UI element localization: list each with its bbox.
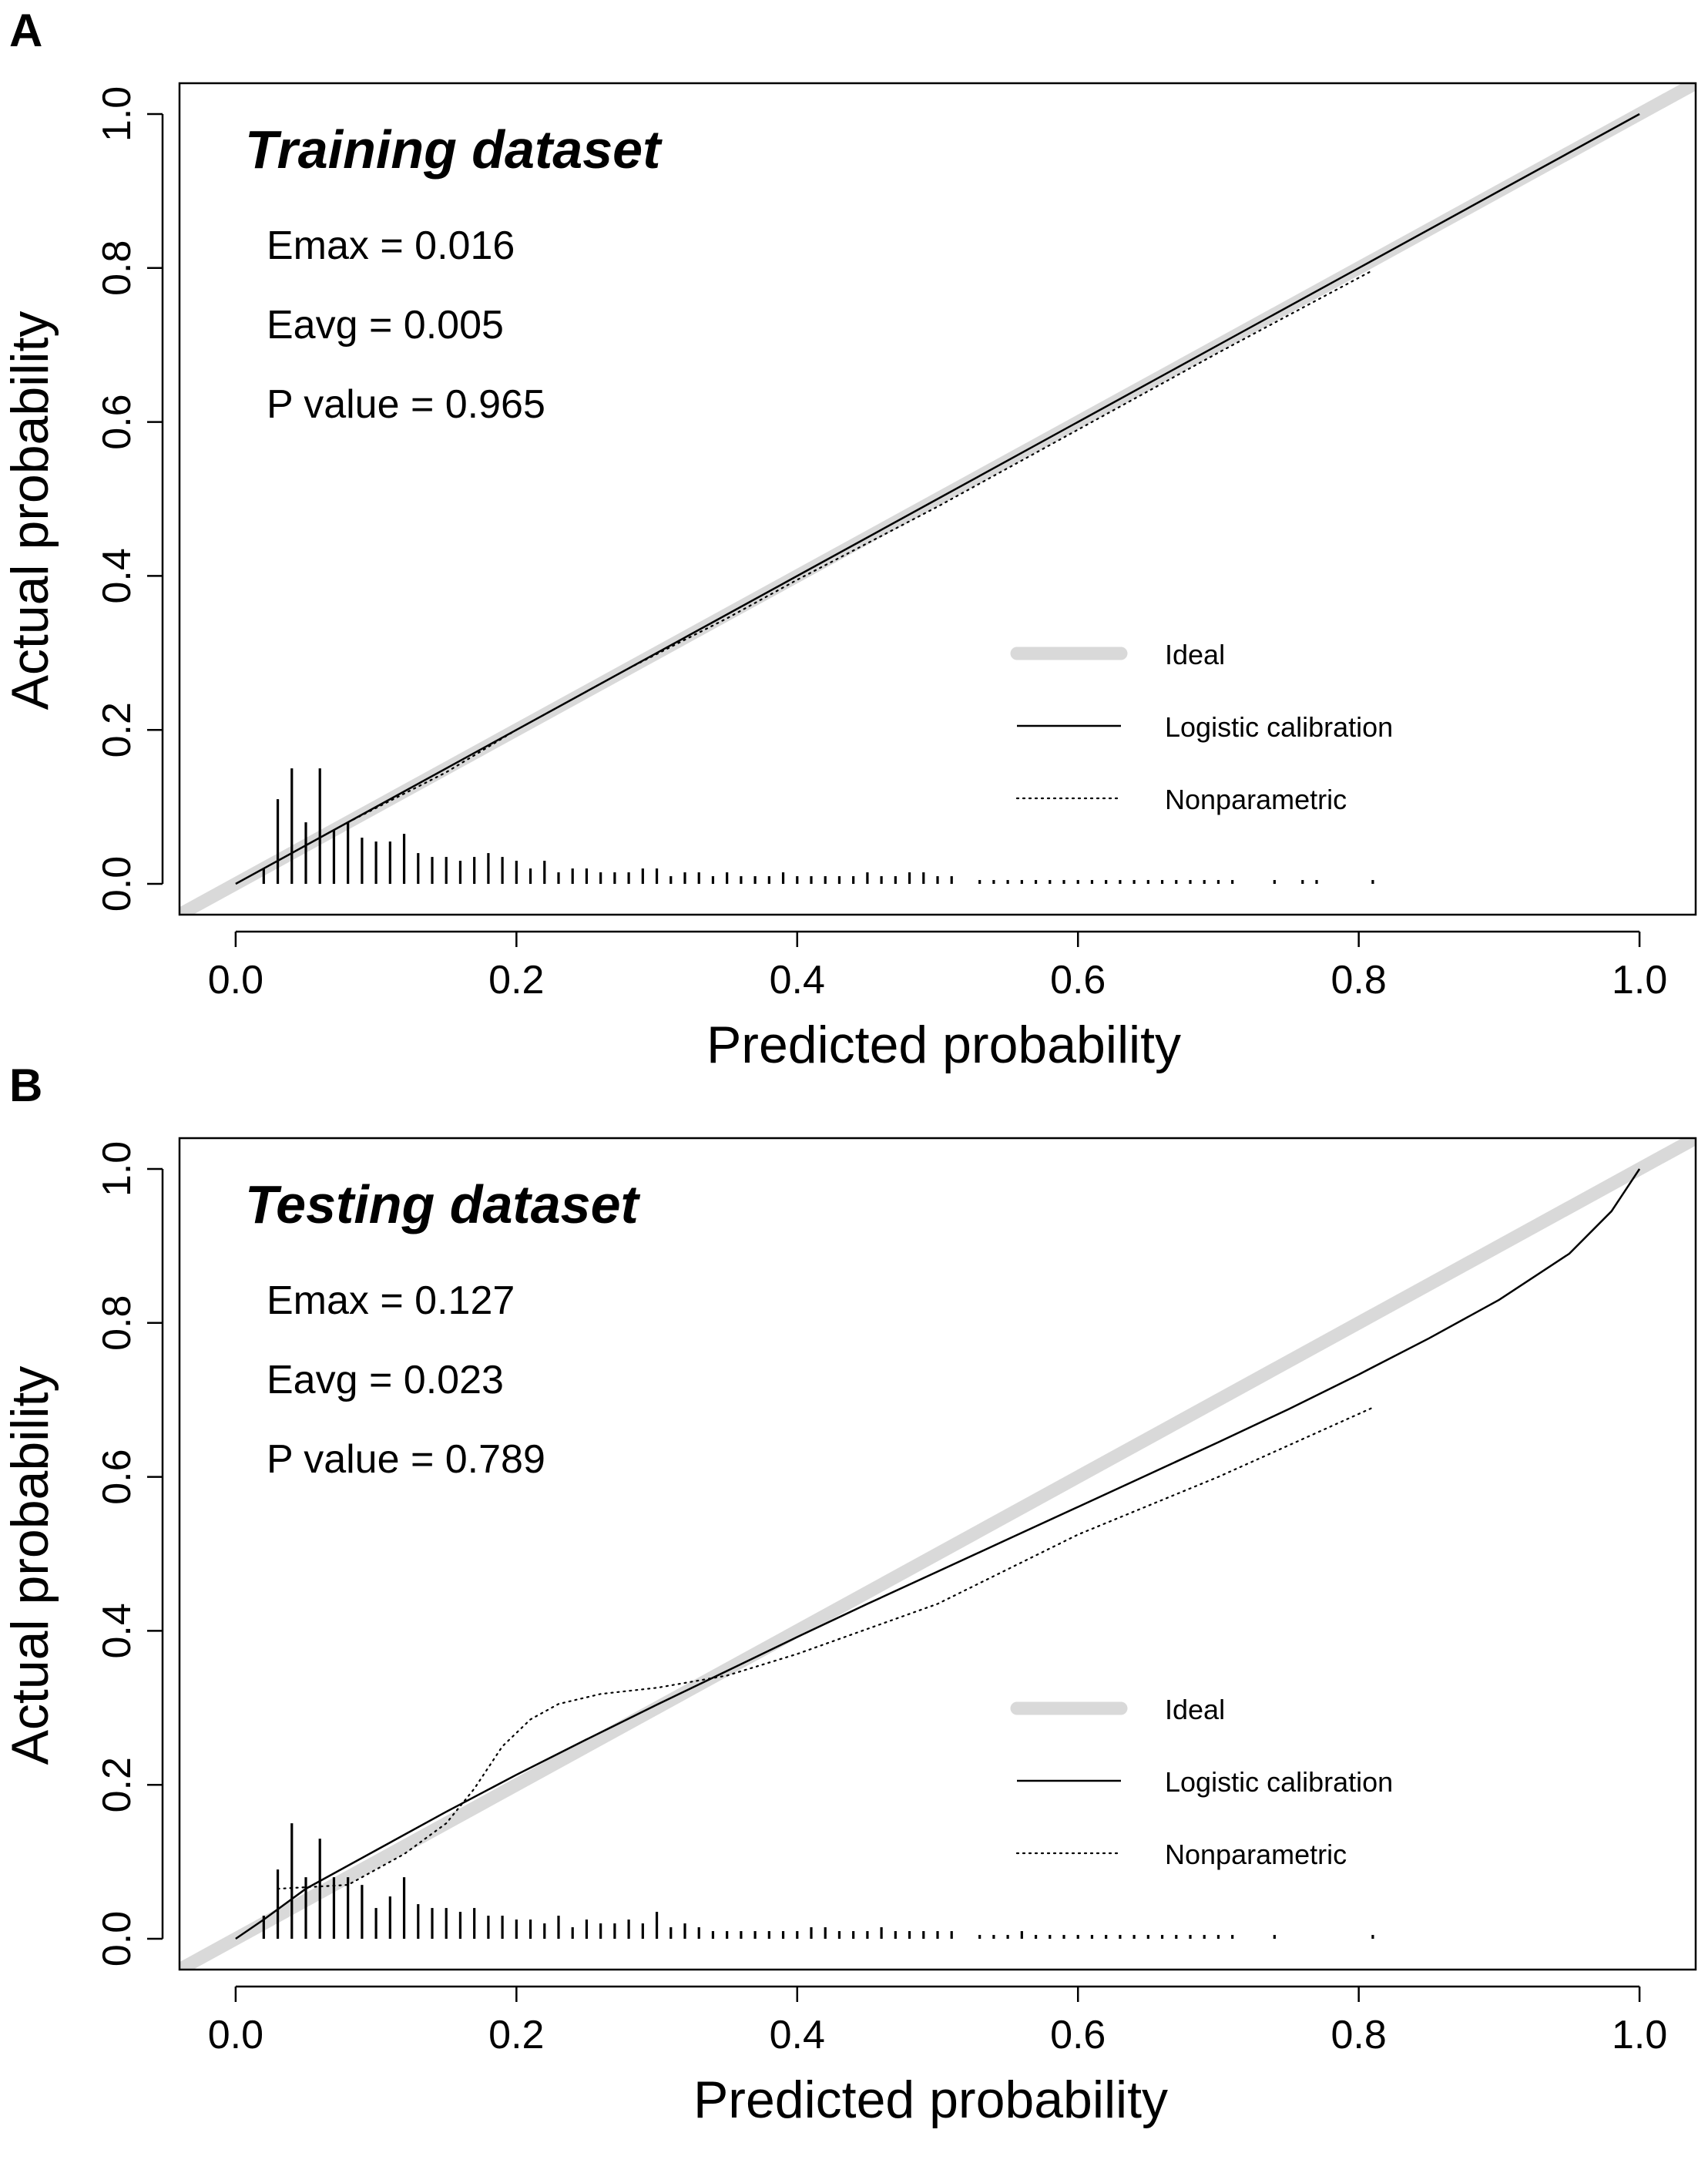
- stat-text: Eavg = 0.005: [267, 303, 504, 348]
- logistic-calibration-line: [235, 1168, 1641, 1940]
- x-axis-label: Predicted probability: [706, 1016, 1181, 1074]
- x-tick-label: 0.4: [770, 958, 825, 1003]
- y-tick-label: 0.2: [95, 702, 139, 757]
- x-axis-label: Predicted probability: [693, 2071, 1168, 2129]
- legend-label: Ideal: [1165, 1694, 1225, 1725]
- y-tick-label: 0.4: [95, 1603, 139, 1658]
- plot-area: [180, 1138, 1696, 1970]
- stat-text: Eavg = 0.023: [267, 1358, 504, 1402]
- stat-text: P value = 0.965: [267, 382, 545, 427]
- y-tick-label: 0.6: [95, 394, 139, 449]
- y-tick-label: 0.0: [95, 856, 139, 912]
- calibration-panel-b: B 0.0 0.2 0.4 0.6 0.8 1.0 Predicted probability…: [0, 1053, 1708, 2132]
- y-tick-label: 0.6: [95, 1449, 139, 1504]
- stat-text: Emax = 0.127: [267, 1278, 515, 1323]
- x-tick-label: 0.2: [488, 958, 544, 1003]
- stat-text: Emax = 0.016: [267, 223, 515, 268]
- legend-label: Ideal: [1165, 639, 1225, 670]
- y-tick-label: 0.8: [95, 240, 139, 296]
- y-tick-label: 0.0: [95, 1911, 139, 1967]
- chart-svg: A 0.0 0.2 0.4 0.6 0.8 1.0 Predicted probability…: [1, 5, 1697, 1074]
- plot-frame: [178, 82, 1697, 916]
- y-tick-label: 0.4: [95, 548, 139, 603]
- x-tick-label: 0.0: [208, 2013, 263, 2057]
- legend-label: Nonparametric: [1165, 1839, 1347, 1870]
- x-tick-label: 0.6: [1050, 2013, 1106, 2057]
- calibration-panel-a: A 0.0 0.2 0.4 0.6 0.8 1.0 Predicted probability…: [0, 0, 1708, 1079]
- ideal-line: [180, 1138, 1696, 1970]
- chart-svg: B 0.0 0.2 0.4 0.6 0.8 1.0 Predicted probability…: [1, 1060, 1697, 2129]
- y-tick-label: 0.2: [95, 1757, 139, 1812]
- x-tick-label: 0.4: [770, 2013, 825, 2057]
- legend-label: Logistic calibration: [1165, 711, 1393, 743]
- nonparametric-line: [277, 1406, 1374, 1890]
- legend-label: Logistic calibration: [1165, 1766, 1393, 1798]
- plot-area: [180, 83, 1696, 915]
- plot-frame: [178, 1137, 1697, 1971]
- nonparametric-line: [347, 269, 1374, 824]
- x-tick-label: 0.2: [488, 2013, 544, 2057]
- x-tick-label: 1.0: [1612, 2013, 1667, 2057]
- x-tick-label: 0.8: [1331, 958, 1387, 1003]
- dataset-title: Testing dataset: [245, 1174, 641, 1234]
- logistic-calibration-line: [235, 113, 1640, 885]
- legend-label: Nonparametric: [1165, 784, 1347, 815]
- panel-label: B: [9, 1060, 42, 1111]
- y-tick-label: 1.0: [95, 1141, 139, 1197]
- stat-text: P value = 0.789: [267, 1437, 545, 1482]
- x-tick-label: 1.0: [1612, 958, 1667, 1003]
- x-tick-label: 0.8: [1331, 2013, 1387, 2057]
- dataset-title: Training dataset: [245, 119, 663, 180]
- y-tick-label: 1.0: [95, 86, 139, 142]
- x-tick-label: 0.6: [1050, 958, 1106, 1003]
- panel-label: A: [9, 5, 42, 56]
- x-tick-label: 0.0: [208, 958, 263, 1003]
- y-axis-label: Actual probability: [1, 1366, 59, 1765]
- y-tick-label: 0.8: [95, 1295, 139, 1351]
- y-axis-label: Actual probability: [1, 311, 59, 710]
